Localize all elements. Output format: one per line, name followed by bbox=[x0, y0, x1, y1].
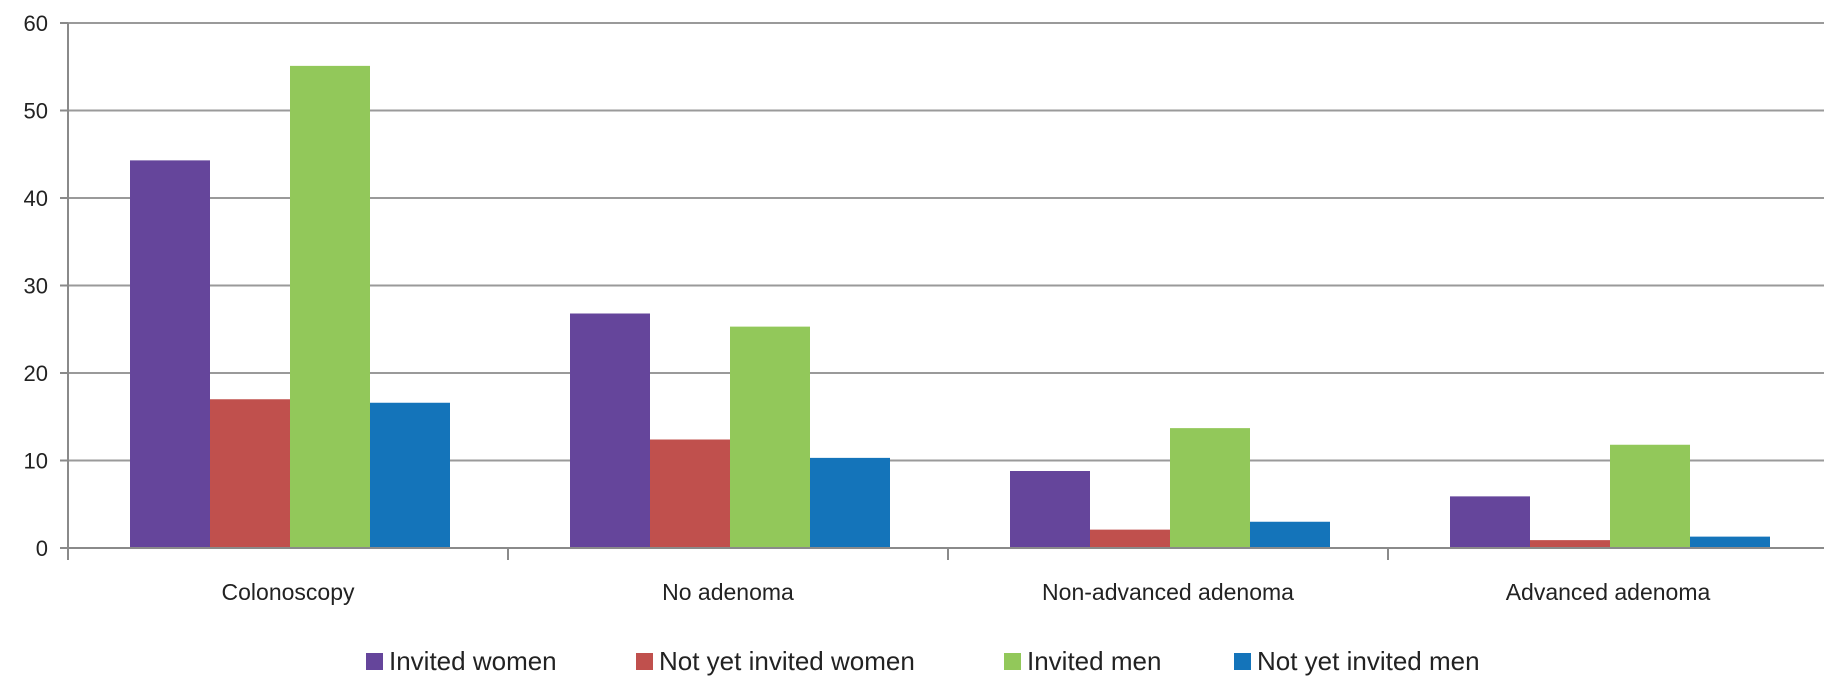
x-tick-label: Non-advanced adenoma bbox=[1042, 579, 1294, 605]
legend-swatch bbox=[1234, 653, 1251, 670]
y-axis-ticks: 0 10 20 30 40 50 60 bbox=[24, 11, 69, 561]
bar-1-2 bbox=[570, 313, 650, 548]
bar-1-4 bbox=[1450, 496, 1530, 548]
legend: Invited women Not yet invited women Invite… bbox=[366, 646, 1480, 676]
x-axis-labels: Colonoscopy No adenoma Non-advanced adenom… bbox=[222, 579, 1711, 605]
bar-4-4 bbox=[1690, 536, 1770, 548]
y-tick-label: 0 bbox=[36, 536, 48, 561]
bar-2-2 bbox=[650, 439, 730, 548]
legend-swatch bbox=[366, 653, 383, 670]
bar-3-3 bbox=[1170, 428, 1250, 548]
y-tick-label: 20 bbox=[24, 361, 48, 386]
legend-label: Invited women bbox=[389, 646, 557, 676]
bar-4-1 bbox=[370, 402, 450, 548]
y-tick-label: 10 bbox=[24, 449, 48, 474]
y-tick-label: 60 bbox=[24, 11, 48, 36]
bar-3-4 bbox=[1610, 444, 1690, 548]
bar-1-3 bbox=[1010, 471, 1090, 548]
x-axis-ticks bbox=[67, 548, 1389, 560]
x-tick-label: Colonoscopy bbox=[222, 579, 355, 605]
y-tick-label: 30 bbox=[24, 274, 48, 299]
bar-3-1 bbox=[290, 65, 370, 548]
legend-label: Invited men bbox=[1027, 646, 1161, 676]
y-tick-label: 50 bbox=[24, 99, 48, 124]
bar-2-1 bbox=[210, 399, 290, 548]
y-tick-label: 40 bbox=[24, 186, 48, 211]
bars bbox=[130, 65, 1770, 548]
bar-2-3 bbox=[1090, 529, 1170, 548]
bar-3-2 bbox=[730, 326, 810, 548]
bar-4-3 bbox=[1250, 521, 1330, 548]
legend-label: Not yet invited women bbox=[659, 646, 915, 676]
legend-label: Not yet invited men bbox=[1257, 646, 1480, 676]
x-tick-label: Advanced adenoma bbox=[1506, 579, 1711, 605]
bar-2-4 bbox=[1530, 540, 1610, 548]
bar-1-1 bbox=[130, 160, 210, 548]
x-tick-label: No adenoma bbox=[662, 579, 794, 605]
bar-4-2 bbox=[810, 457, 890, 548]
legend-swatch bbox=[1004, 653, 1021, 670]
legend-swatch bbox=[636, 653, 653, 670]
